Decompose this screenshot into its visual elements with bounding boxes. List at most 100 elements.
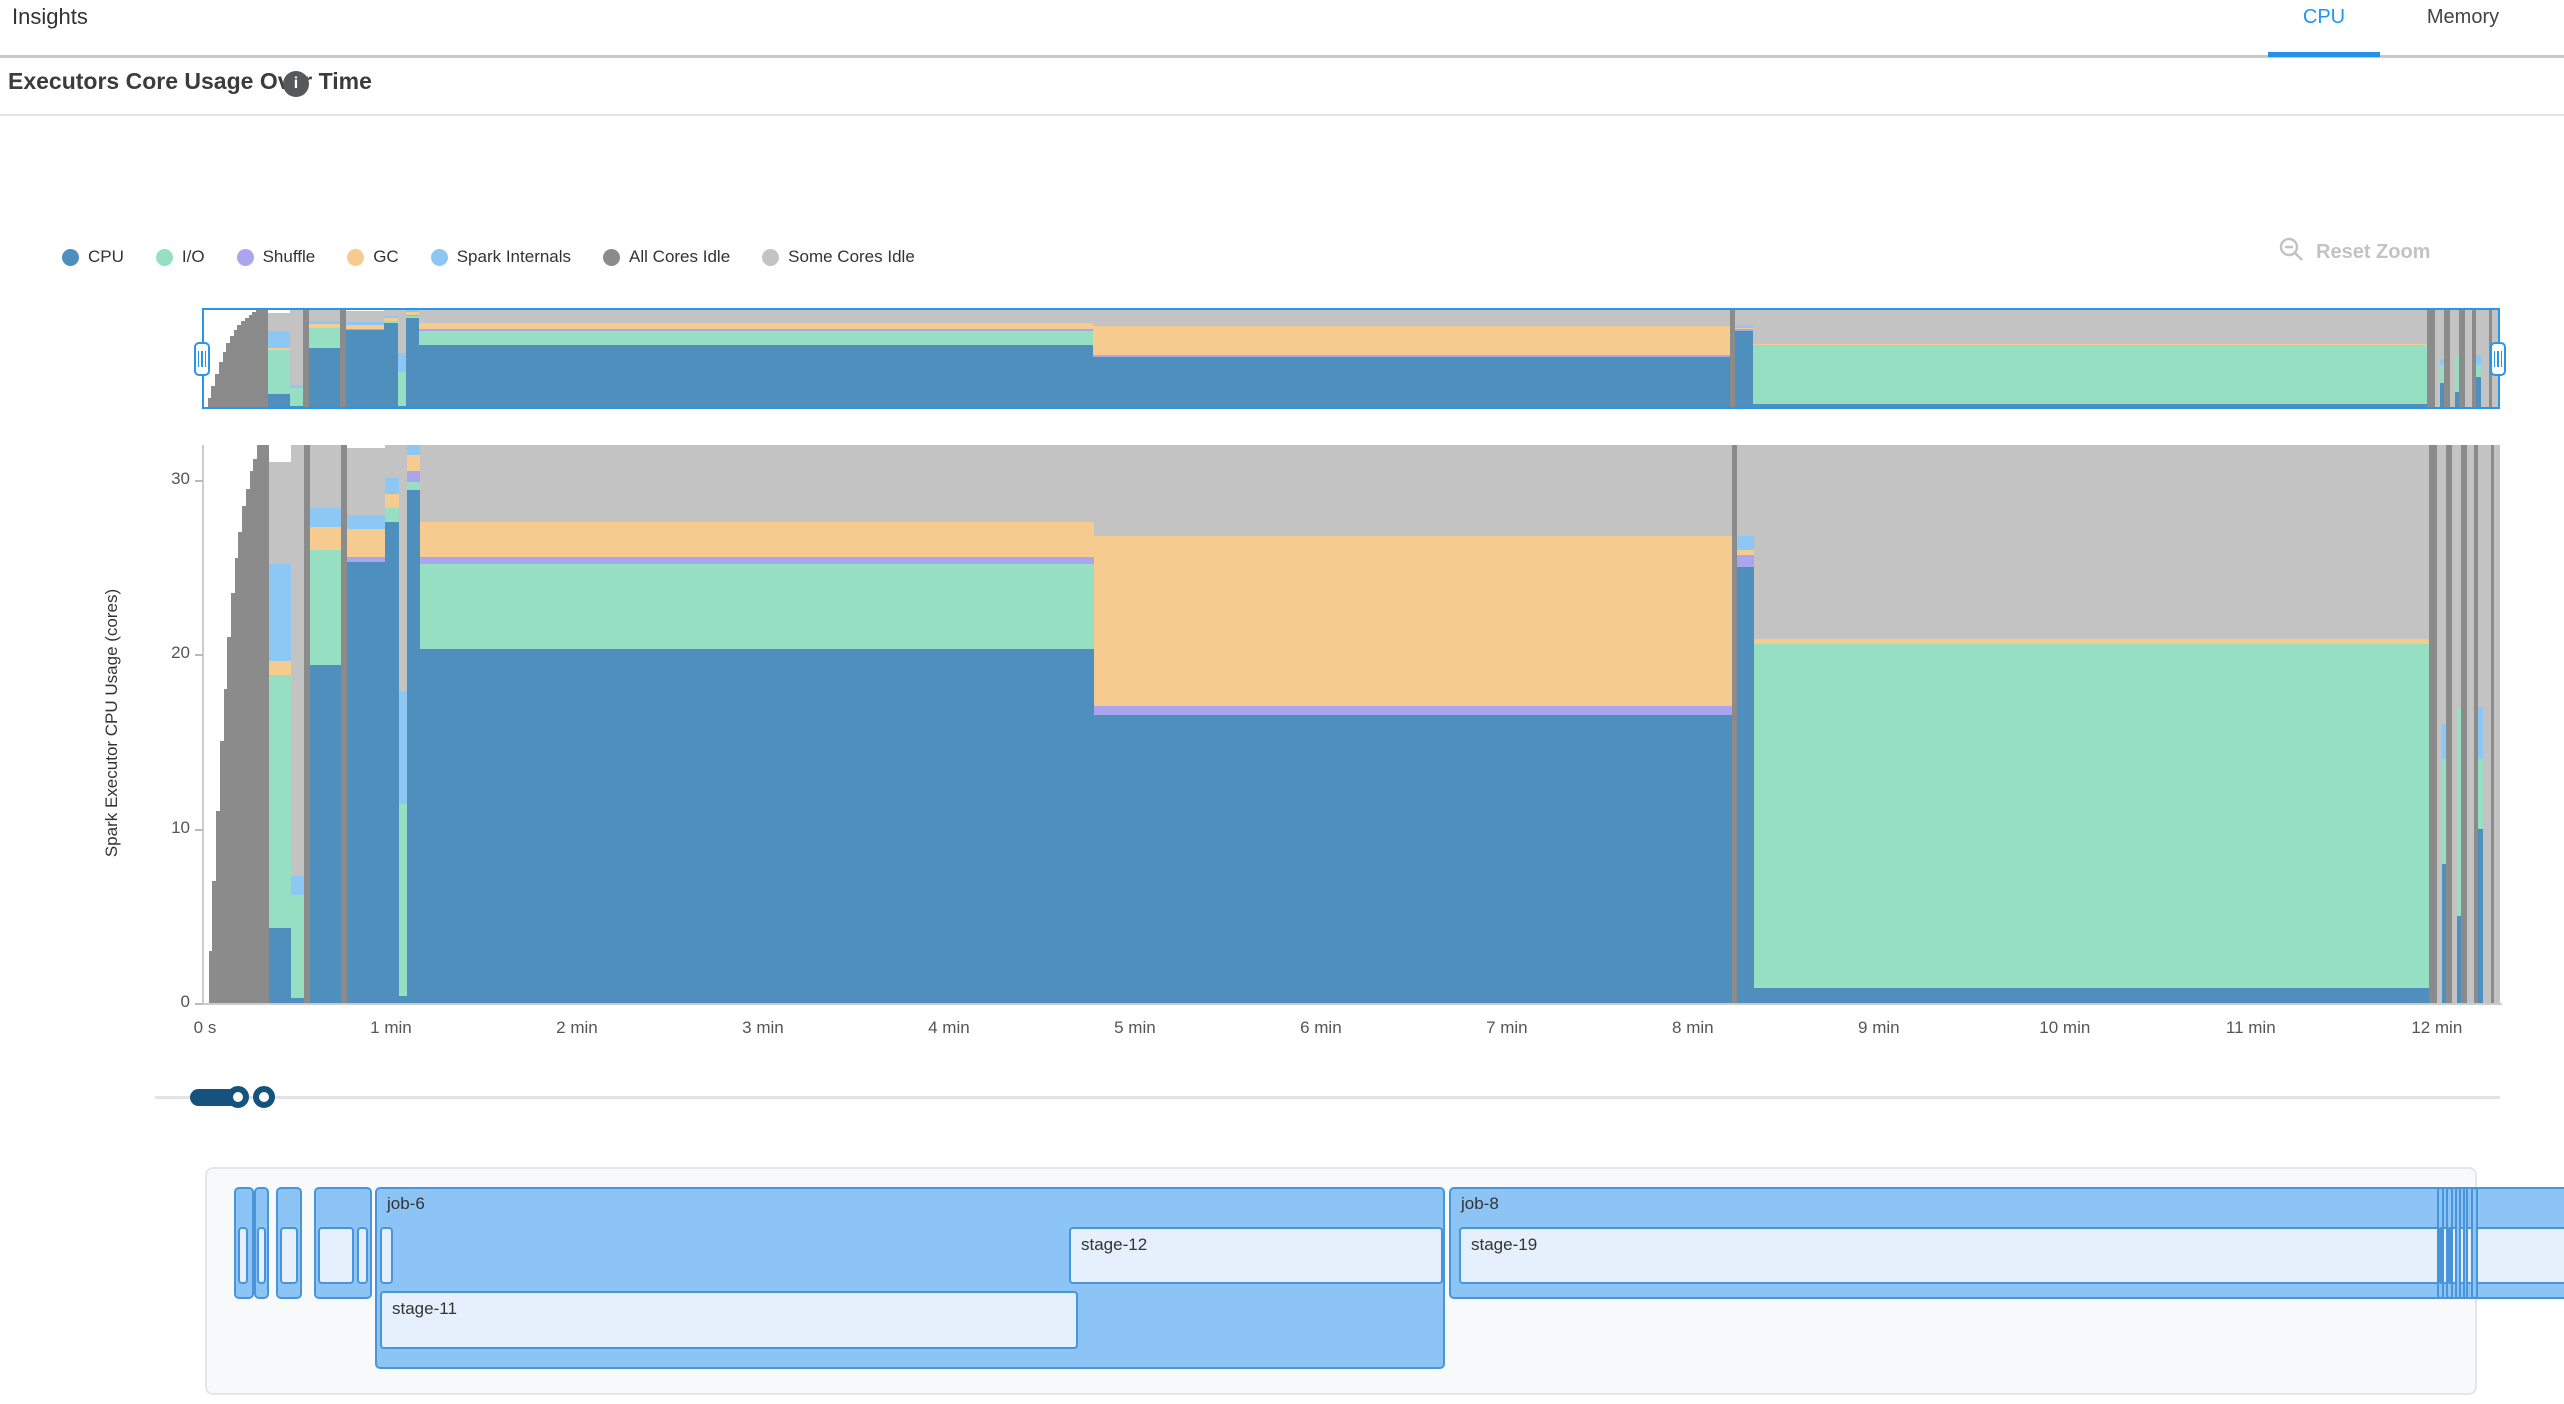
chart-segment-some_idle [2434, 310, 2441, 407]
chart-segment-io [269, 675, 291, 929]
legend-label: GC [373, 247, 399, 266]
chart-segment-io [309, 328, 340, 349]
stage-bar[interactable] [357, 1227, 368, 1284]
chart-segment-internals [385, 478, 400, 494]
y-tick-label: 20 [171, 643, 190, 663]
chart-segment-all_idle [2444, 310, 2450, 407]
chart-segment-io [398, 372, 406, 406]
chart-segment-io [1752, 344, 2428, 405]
legend-label: Shuffle [262, 247, 316, 266]
stage-bar[interactable] [2448, 1227, 2452, 1284]
brush-right-handle[interactable] [2490, 342, 2506, 376]
y-tick-label: 10 [171, 817, 190, 837]
stage-bar[interactable] [280, 1227, 298, 1284]
x-tick-label: 11 min [2225, 1018, 2276, 1037]
chart-segment-all_idle [237, 325, 242, 407]
chart-segment-all_idle [339, 310, 347, 407]
chart-segment-cpu [289, 406, 303, 407]
brush-selection[interactable] [202, 308, 2500, 409]
chart-segment-io [2440, 364, 2445, 383]
chart-segment-io [2475, 364, 2482, 377]
minimap-plot[interactable] [204, 310, 2498, 407]
chart-segment-all_idle [226, 343, 230, 407]
chart-segment-gc [418, 323, 1093, 330]
chart-segment-cpu [405, 317, 419, 407]
zoom-out-icon [2278, 236, 2306, 269]
main-chart-plot-area[interactable] [205, 445, 2500, 1003]
legend-swatch-cpu [62, 248, 79, 266]
chart-segment-cpu [347, 561, 386, 1003]
tab-memory[interactable]: Memory [2426, 6, 2500, 28]
chart-segment-io [289, 388, 303, 407]
chart-segment-all_idle [2460, 445, 2467, 1003]
chart-segment-all_idle [253, 458, 258, 1003]
slider-track[interactable] [155, 1096, 2500, 1099]
chart-segment-internals [2442, 724, 2447, 759]
chart-segment-all_idle [303, 445, 311, 1003]
chart-segment-all_idle [2458, 310, 2465, 407]
chart-segment-some_idle [347, 448, 386, 515]
stage-label: stage-11 [392, 1299, 457, 1318]
stage-bar[interactable] [238, 1227, 248, 1284]
slider-handle-2[interactable] [253, 1086, 275, 1108]
stage-bar[interactable] [380, 1227, 393, 1284]
legend-item-shuffle[interactable]: Shuffle [236, 247, 316, 267]
chart-segment-gc [268, 347, 290, 350]
stage-bar[interactable] [318, 1227, 354, 1284]
legend-label: All Cores Idle [629, 247, 731, 266]
chart-segment-some_idle [1734, 310, 1753, 326]
legend-label: Some Cores Idle [788, 247, 915, 266]
chart-segment-shuffle [418, 329, 1093, 331]
chart-segment-cpu [1752, 404, 2428, 407]
reset-zoom-button[interactable]: Reset Zoom [2278, 236, 2430, 269]
stage-bar-stage-19[interactable]: stage-19 [1459, 1227, 2564, 1284]
chart-segment-gc [269, 661, 291, 676]
chart-segment-all_idle [257, 445, 270, 1003]
brush-left-handle[interactable] [194, 342, 210, 376]
chart-segment-some_idle [346, 310, 385, 323]
chart-segment-some_idle [2477, 445, 2484, 707]
legend-item-gc[interactable]: GC [347, 247, 399, 267]
stage-bar-stage-11[interactable]: stage-11 [380, 1291, 1078, 1349]
job-bar[interactable] [2463, 1187, 2468, 1299]
info-icon[interactable]: i [283, 71, 309, 97]
chart-segment-internals [406, 445, 420, 456]
header-divider [0, 55, 2564, 58]
chart-segment-internals [290, 875, 304, 895]
job-bar[interactable] [2471, 1187, 2478, 1299]
y-axis-label: Spark Executor CPU Usage (cores) [102, 588, 121, 858]
chart-segment-cpu [385, 521, 400, 1003]
chart-segment-gc [1736, 549, 1755, 555]
chart-segment-cpu [399, 996, 407, 1003]
chart-segment-all_idle [2490, 445, 2495, 1003]
stage-bar-stage-12[interactable]: stage-12 [1069, 1227, 1443, 1284]
legend-swatch-all_idle [603, 248, 621, 266]
chart-segment-all_idle [2429, 445, 2437, 1003]
chart-segment-internals [384, 315, 399, 319]
stage-label: stage-19 [1471, 1235, 1538, 1254]
chart-segment-cpu [1734, 331, 1753, 407]
legend-item-internals[interactable]: Spark Internals [430, 247, 571, 267]
chart-segment-gc [385, 493, 400, 508]
chart-segment-gc [419, 521, 1094, 557]
chart-segment-all_idle [230, 335, 234, 407]
chart-segment-gc [346, 324, 385, 330]
stage-bar[interactable] [257, 1227, 266, 1284]
chart-segment-internals [1736, 535, 1755, 550]
legend-item-some_idle[interactable]: Some Cores Idle [762, 247, 915, 267]
legend-item-all_idle[interactable]: All Cores Idle [603, 247, 730, 267]
chart-segment-some_idle [2442, 445, 2447, 724]
legend-item-io[interactable]: I/O [155, 247, 205, 267]
chart-segment-all_idle [2446, 445, 2452, 1003]
legend-item-cpu[interactable]: CPU [62, 247, 124, 267]
stage-bar[interactable] [2439, 1227, 2443, 1284]
slider-handle-1[interactable] [227, 1086, 249, 1108]
y-tick-mark [195, 1003, 203, 1005]
chart-segment-gc [384, 318, 399, 321]
tab-cpu[interactable]: CPU [2302, 6, 2346, 28]
x-tick-label: 4 min [928, 1018, 970, 1037]
chart-segment-internals [346, 322, 385, 325]
job-bar[interactable] [2455, 1187, 2461, 1299]
x-tick-label: 3 min [742, 1018, 784, 1037]
chart-segment-internals [399, 690, 407, 805]
